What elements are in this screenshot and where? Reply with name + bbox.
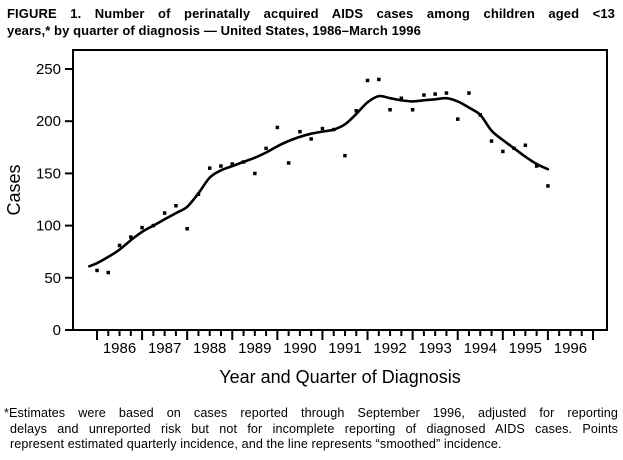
y-axis: 0 50 100 150 200 250 (36, 61, 73, 339)
y-axis-title: Cases (4, 164, 24, 215)
x-axis: 1986 1987 1988 1989 1990 1991 1992 1993 1994 1995… (96, 330, 594, 357)
x-axis-title: Year and Quarter of Diagnosis (219, 367, 460, 387)
data-point (433, 92, 437, 96)
y-tick-label: 50 (44, 270, 61, 287)
footnote-line2: delays and unreported risk but not for i… (10, 421, 618, 436)
y-tick-label: 100 (36, 218, 61, 235)
figure-footnote: *Estimates were based on cases reported … (4, 406, 618, 453)
data-point (174, 204, 178, 208)
y-tick-label: 250 (36, 61, 61, 78)
data-point (343, 153, 347, 158)
figure-title-line2: years,* by quarter of diagnosis — United… (7, 23, 421, 38)
data-point (140, 225, 144, 230)
data-point (95, 268, 99, 273)
y-tick-label: 200 (36, 113, 61, 130)
x-tick-label: 1986 (103, 340, 136, 357)
x-tick-label: 1991 (328, 340, 361, 357)
x-tick-label: 1989 (238, 340, 271, 357)
data-point (501, 149, 505, 154)
data-point (129, 235, 133, 239)
data-point (286, 161, 291, 165)
data-point (422, 93, 426, 97)
data-point (523, 143, 528, 147)
data-point (456, 117, 460, 121)
data-point (253, 171, 257, 176)
data-point (410, 108, 415, 112)
figure-title: FIGURE 1. Number of perinatally acquired… (7, 5, 615, 39)
x-tick-label: 1987 (148, 340, 181, 357)
data-point (365, 78, 370, 83)
data-point (230, 162, 234, 166)
x-tick-label: 1995 (509, 340, 542, 357)
figure-title-line1: FIGURE 1. Number of perinatally acquired… (7, 6, 615, 21)
smoothed-line (88, 94, 550, 268)
data-point (162, 211, 167, 215)
data-point (185, 227, 189, 231)
plot-border (72, 49, 608, 331)
x-tick-label: 1994 (464, 340, 497, 357)
data-point (534, 164, 539, 168)
x-tick-label: 1993 (418, 340, 451, 357)
x-tick-label: 1996 (554, 340, 587, 357)
footnote-line1: *Estimates were based on cases reported … (4, 406, 618, 420)
data-point (298, 129, 302, 134)
data-point (489, 139, 494, 143)
data-point (275, 125, 280, 130)
footnote-line3: represent estimated quarterly incidence,… (10, 437, 502, 451)
x-tick-label: 1990 (283, 340, 316, 357)
data-point (399, 96, 404, 100)
data-point (377, 77, 381, 82)
data-point (467, 91, 471, 95)
data-point (444, 91, 449, 95)
data-point (309, 137, 313, 141)
data-point (546, 184, 550, 188)
data-point (219, 164, 223, 168)
x-tick-label: 1988 (193, 340, 226, 357)
data-point (264, 146, 268, 151)
data-point (354, 109, 358, 113)
data-point (117, 243, 122, 248)
x-tick-label: 1992 (373, 340, 406, 357)
data-point (388, 108, 392, 112)
data-point (106, 270, 110, 275)
data-point (320, 126, 325, 131)
y-tick-label: 150 (36, 165, 61, 182)
data-point (208, 166, 212, 170)
scatter-points (95, 77, 550, 275)
y-tick-label: 0 (53, 322, 61, 339)
